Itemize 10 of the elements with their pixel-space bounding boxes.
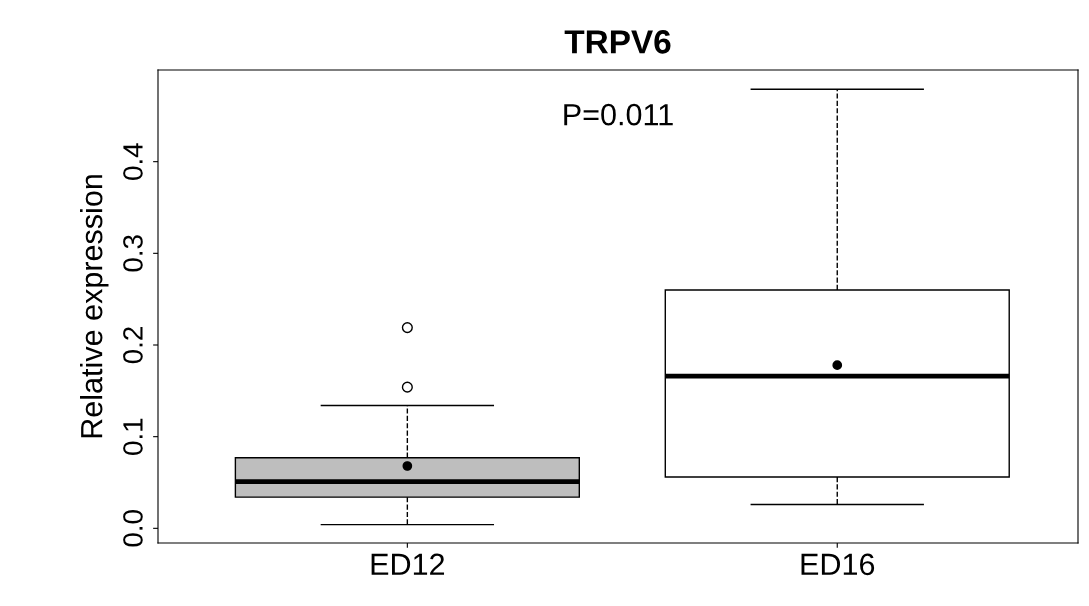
y-tick-label: 0.0 <box>123 510 143 547</box>
y-tick-label: 0.4 <box>123 143 143 180</box>
y-axis-title: Relative expression <box>80 175 109 438</box>
x-tick-label: ED12 <box>371 553 445 575</box>
annotation: P=0.011 <box>564 103 673 126</box>
x-tick-label: ED16 <box>801 553 875 576</box>
y-tick-label: 0.1 <box>123 418 143 455</box>
y-tick-label: 0.3 <box>123 235 143 272</box>
y-tick-label: 0.2 <box>123 327 143 364</box>
chart-title: TRPV6 <box>564 30 671 54</box>
